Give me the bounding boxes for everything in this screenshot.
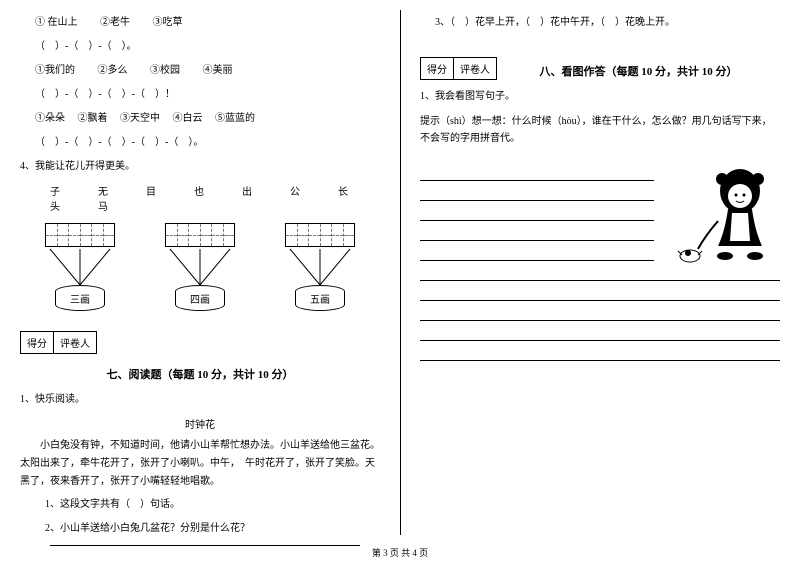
left-column: ① 在山上 ②老牛 ③吃草 （ ）-（ ）-（ ）。 ①我们的 ②多么 ③校园 …: [0, 0, 400, 565]
diagram-1: 三画: [45, 223, 115, 311]
q4-text: 4、我能让花儿开得更美。: [20, 159, 380, 175]
opt: ③校园: [150, 65, 180, 76]
seq1-options: ① 在山上 ②老牛 ③吃草: [35, 15, 380, 31]
opt: ① 在山上: [35, 17, 78, 28]
writing-line[interactable]: [420, 241, 654, 261]
opt: ①朵朵: [35, 113, 65, 124]
opt: ③天空中: [120, 113, 160, 124]
writing-line[interactable]: [420, 341, 780, 361]
grid-box: [165, 223, 235, 247]
section7-row: 得分 评卷人: [20, 331, 380, 360]
cylinder-label: 四画: [175, 285, 225, 311]
opt: ②老牛: [100, 17, 130, 28]
q7-sub2: 2、小山羊送给小白兔几盆花？分别是什么花？: [45, 521, 380, 537]
writing-line[interactable]: [420, 301, 780, 321]
score-label: 得分: [21, 332, 54, 353]
diagram-2: 四画: [165, 223, 235, 311]
right-column: 3、（ ）花早上开，（ ）花中午开，（ ）花晚上开。 得分 评卷人 八、看图作答…: [400, 0, 800, 565]
opt: ⑤蓝蓝的: [215, 113, 255, 124]
grader-label: 评卷人: [54, 332, 96, 353]
q7-sub1: 1、这段文字共有（ ）句话。: [45, 497, 380, 513]
q3-text: 3、（ ）花早上开，（ ）花中午开，（ ）花晚上开。: [435, 15, 780, 31]
writing-line[interactable]: [420, 201, 654, 221]
section8-row: 得分 评卷人 八、看图作答（每题 10 分，共计 10 分）: [420, 57, 780, 89]
writing-line[interactable]: [420, 221, 654, 241]
writing-line[interactable]: [420, 281, 780, 301]
q7-1: 1、快乐阅读。: [20, 392, 380, 408]
diagram-3: 五画: [285, 223, 355, 311]
opt: ④美丽: [203, 65, 233, 76]
writing-line[interactable]: [420, 321, 780, 341]
opt: ③吃草: [153, 17, 183, 28]
char-row: 子 无 目 也 出 公 长 头 马: [50, 183, 380, 213]
seq3-options: ①朵朵 ②飘着 ③天空中 ④白云 ⑤蓝蓝的: [35, 111, 380, 127]
writing-area: [420, 161, 780, 361]
funnel-icon: [165, 247, 235, 287]
section8-title: 八、看图作答（每题 10 分，共计 10 分）: [497, 63, 780, 79]
section7-title: 七、阅读题（每题 10 分，共计 10 分）: [20, 366, 380, 382]
opt: ④白云: [173, 113, 203, 124]
passage-text: 小白兔没有钟，不知道时间，他请小山羊帮忙想办法。小山羊送给他三盆花。太阳出来了，…: [20, 437, 380, 491]
q8-1: 1、我会看图写句子。: [420, 89, 780, 105]
grid-box: [45, 223, 115, 247]
seq3-pattern: （ ）-（ ）-（ ）-（ ）-（ ）。: [35, 135, 380, 151]
diagram-row: 三画 四画 五画: [20, 223, 380, 311]
funnel-icon: [285, 247, 355, 287]
seq2-pattern: （ ）-（ ）-（ ）-（ ）！: [35, 87, 380, 103]
opt: ②飘着: [78, 113, 108, 124]
score-box: 得分 评卷人: [420, 57, 497, 80]
writing-line[interactable]: [420, 181, 654, 201]
cylinder-label: 五画: [295, 285, 345, 311]
grader-label: 评卷人: [454, 58, 496, 79]
q8-hint: 提示（shì）想一想：什么时候（hòu），谁在干什么，怎么做？用几句话写下来，不…: [420, 113, 780, 147]
passage-title: 时钟花: [20, 416, 380, 431]
cylinder-label: 三画: [55, 285, 105, 311]
score-label: 得分: [421, 58, 454, 79]
girl-illustration: [670, 161, 780, 271]
opt: ②多么: [98, 65, 128, 76]
seq1-pattern: （ ）-（ ）-（ ）。: [35, 39, 380, 55]
grid-box: [285, 223, 355, 247]
writing-line[interactable]: [420, 161, 654, 181]
funnel-icon: [45, 247, 115, 287]
opt: ①我们的: [35, 65, 75, 76]
seq2-options: ①我们的 ②多么 ③校园 ④美丽: [35, 63, 380, 79]
page-footer: 第 3 页 共 4 页: [0, 546, 800, 559]
score-box: 得分 评卷人: [20, 331, 97, 354]
